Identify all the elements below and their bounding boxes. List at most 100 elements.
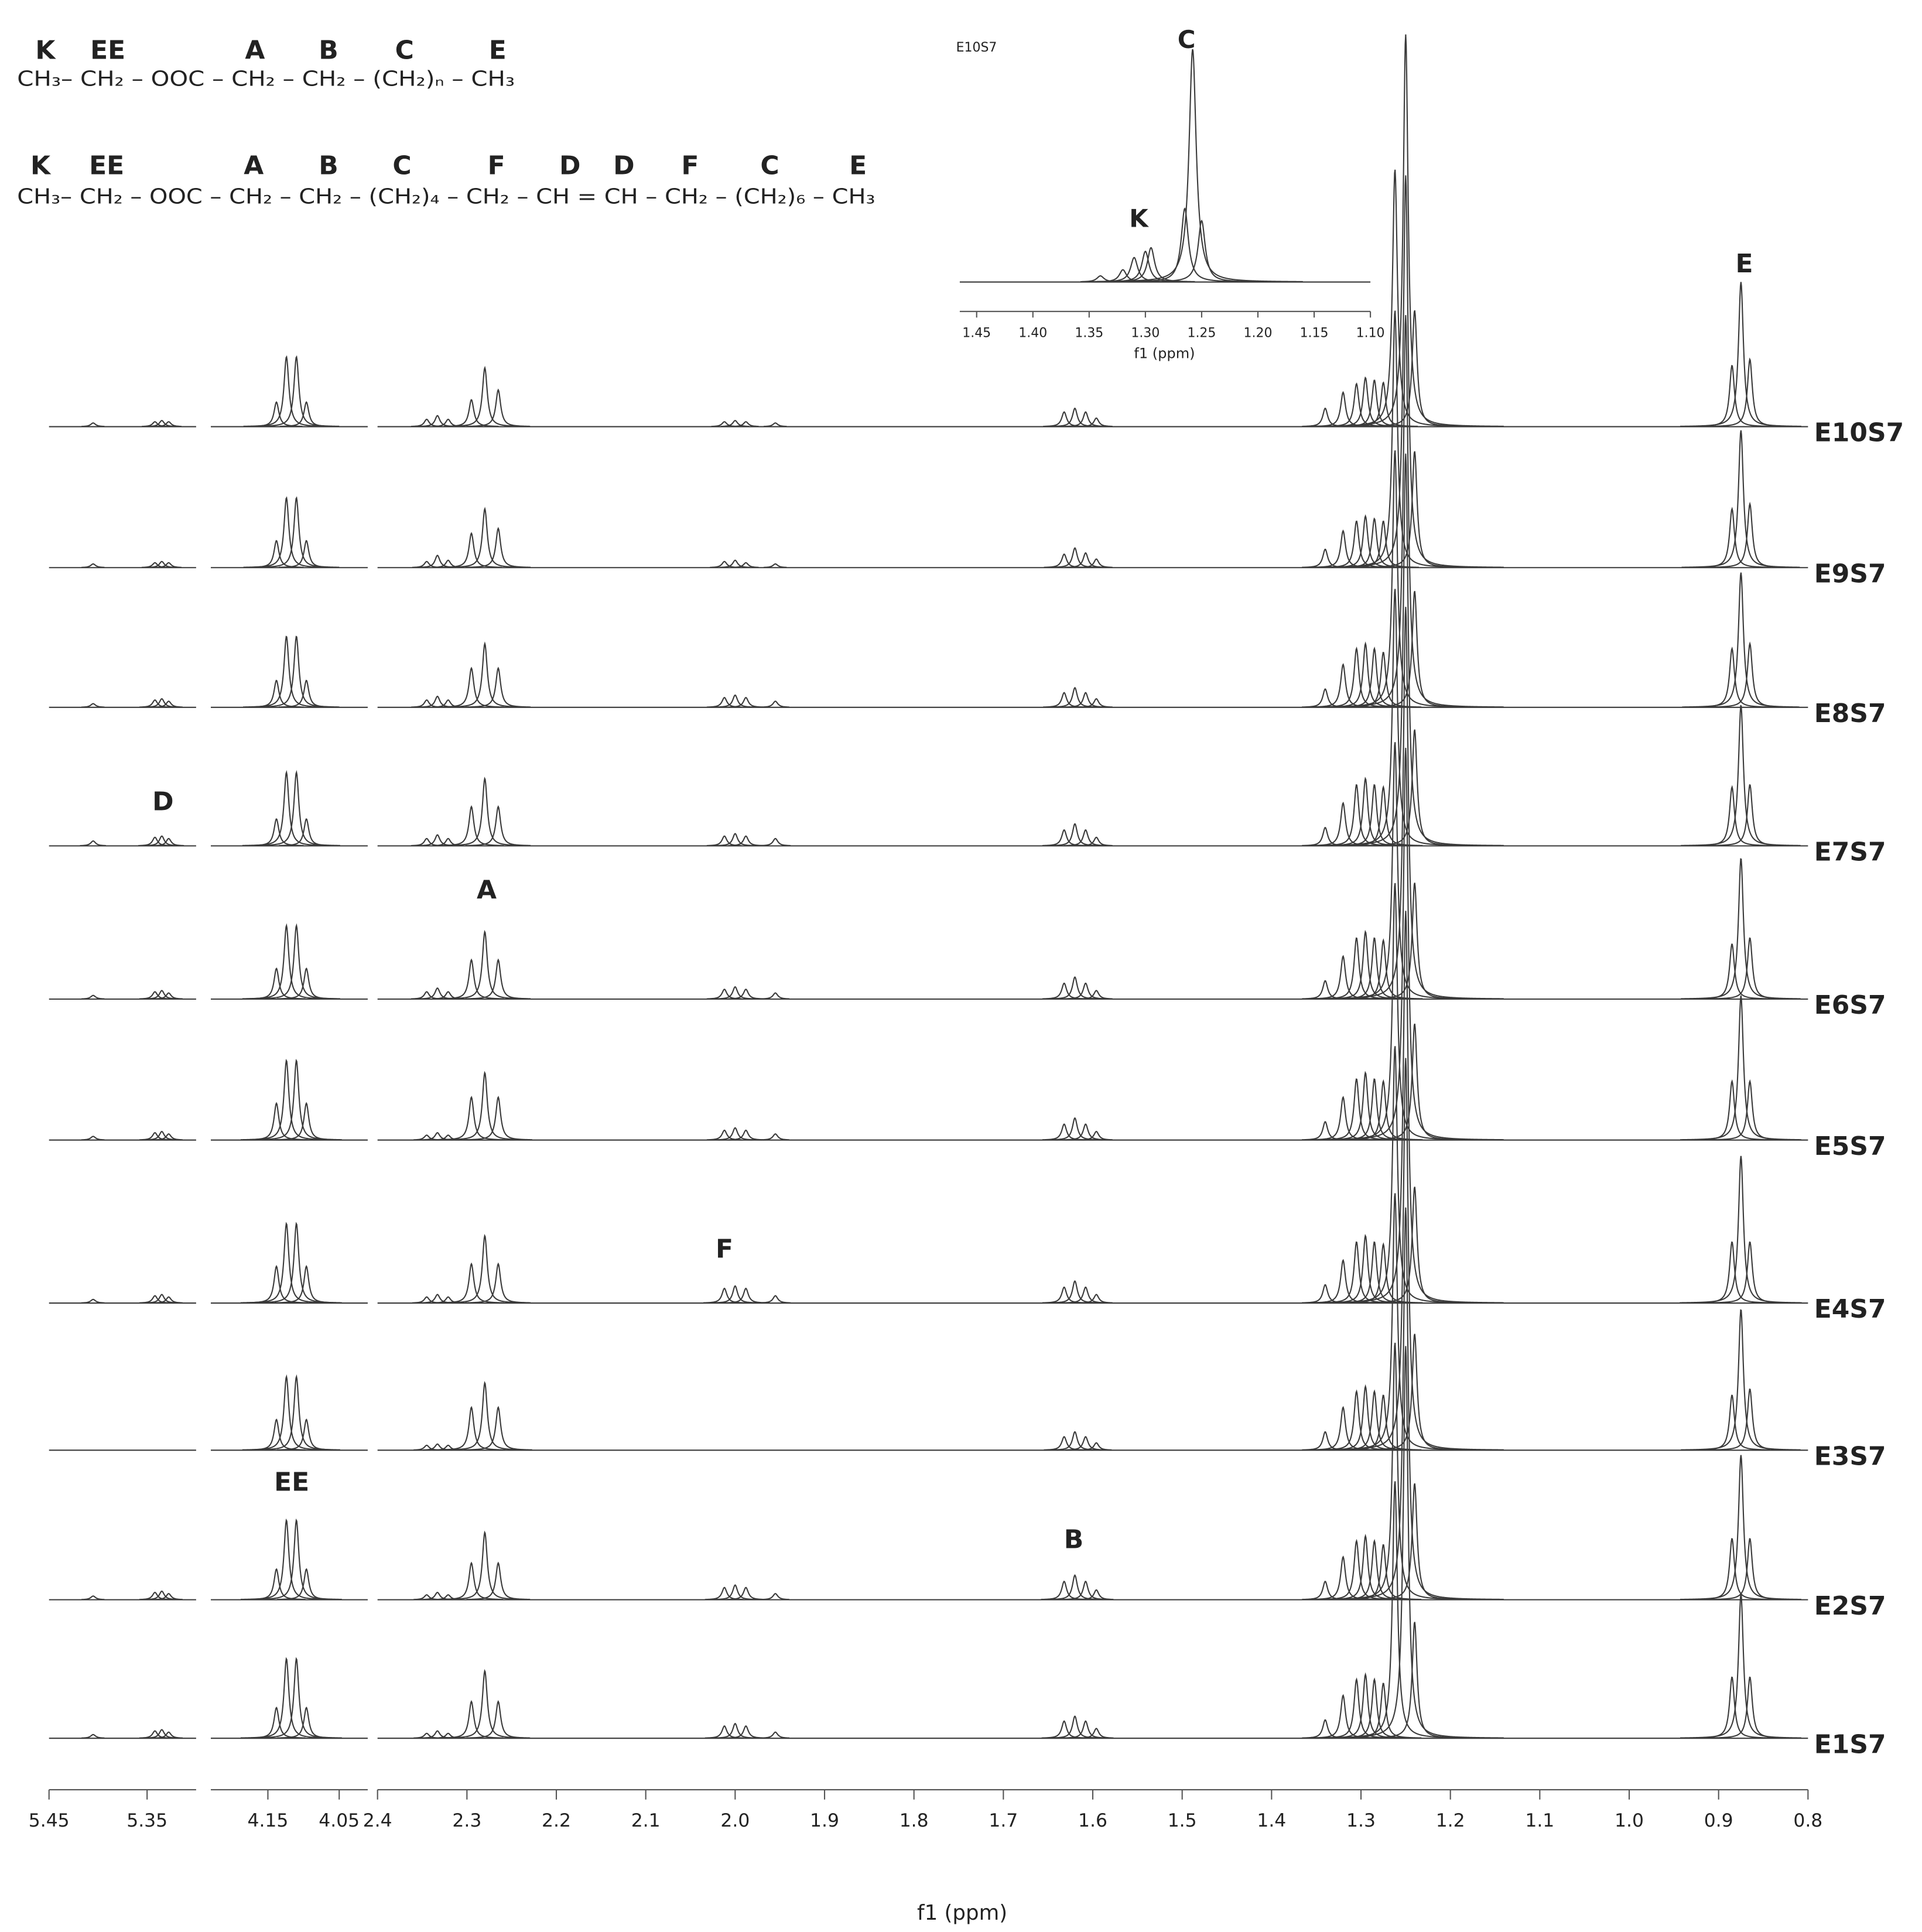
peak (1314, 1481, 1475, 1739)
peak (81, 1136, 105, 1141)
inset-title: E10S7 (956, 40, 997, 55)
peak (1323, 1233, 1408, 1304)
peak-label: F (716, 1235, 733, 1264)
series-label: E3S7 (1814, 1441, 1886, 1471)
peak (422, 1132, 453, 1141)
peak (706, 989, 742, 1000)
formula-label: A (244, 151, 264, 180)
peak (1307, 34, 1504, 427)
peak (1691, 365, 1772, 428)
series-label: E1S7 (1814, 1729, 1886, 1759)
peak (1323, 929, 1408, 1000)
peak (726, 1725, 765, 1739)
peak (145, 1590, 178, 1601)
peak (465, 805, 531, 846)
x-axis-label: f1 (ppm) (1134, 345, 1195, 361)
peak (1063, 982, 1107, 1000)
peak (154, 1593, 183, 1601)
x-tick-label: 1.15 (1300, 326, 1329, 341)
peak (1693, 1394, 1770, 1451)
peak (466, 1700, 531, 1739)
peak-label: K (1129, 204, 1149, 232)
peak (1680, 1155, 1802, 1304)
peak (716, 1127, 755, 1141)
peak (442, 1381, 527, 1451)
peak (81, 422, 105, 428)
peak (1360, 591, 1469, 708)
x-tick-label: 1.3 (1346, 1810, 1376, 1831)
peak (714, 1584, 756, 1601)
peak (1314, 589, 1475, 846)
x-tick-label: 1.0 (1615, 1810, 1644, 1831)
peak (1041, 1581, 1087, 1601)
peak (1360, 729, 1469, 846)
peak (760, 837, 791, 846)
peak (728, 696, 764, 708)
formula-label: K (35, 36, 56, 66)
peak (719, 559, 751, 568)
series-label: E2S7 (1814, 1591, 1886, 1621)
peak (1360, 1622, 1469, 1739)
x-tick-label: 2.2 (542, 1810, 571, 1831)
peak (1309, 955, 1377, 1000)
peak-label: E (1735, 249, 1753, 279)
peak (1360, 883, 1469, 1000)
x-tick-label: 2.1 (631, 1810, 661, 1831)
peak (1708, 501, 1791, 568)
formula-label: K (30, 151, 52, 180)
peak (712, 1285, 758, 1304)
peak (466, 388, 531, 428)
peak (465, 526, 531, 568)
series-label: E5S7 (1814, 1131, 1886, 1161)
peak (251, 1059, 342, 1141)
x-tick-label: 2.0 (720, 1810, 750, 1831)
peak (81, 1733, 105, 1739)
peak (442, 777, 527, 846)
peak (247, 1568, 306, 1601)
peak (1302, 1581, 1348, 1601)
peak (1064, 411, 1107, 428)
peak (154, 1296, 183, 1304)
formula-text: CH₃– CH₂ – OOC – CH₂ – CH₂ – (CH₂)ₙ – CH… (17, 67, 515, 91)
peak (728, 1129, 764, 1141)
peak (1360, 1186, 1469, 1304)
peak (1051, 686, 1099, 708)
peak (81, 703, 105, 708)
peak (1681, 430, 1800, 568)
peak (1042, 1287, 1086, 1304)
peak (1329, 376, 1402, 428)
formula-label: E (849, 151, 867, 180)
peak (1051, 1431, 1098, 1451)
peak (706, 835, 742, 846)
peak (1080, 1442, 1112, 1451)
peak (139, 1132, 170, 1141)
peak (1051, 408, 1098, 428)
peak (242, 770, 330, 846)
series-label: E4S7 (1814, 1294, 1886, 1324)
peak (154, 1731, 183, 1739)
peak (1079, 1130, 1113, 1141)
peak (1079, 698, 1113, 708)
peak (706, 1129, 742, 1141)
peak (1709, 1241, 1790, 1304)
peak (443, 641, 526, 708)
peak (761, 1133, 789, 1141)
formula-label: EE (89, 151, 124, 180)
peak (81, 563, 105, 568)
peak (761, 1731, 789, 1739)
peak (1360, 451, 1469, 568)
peak (1324, 641, 1407, 708)
peak (1680, 1594, 1801, 1739)
peak (733, 562, 759, 568)
series-label: E6S7 (1814, 990, 1886, 1020)
peak (1345, 1394, 1422, 1451)
peak (1063, 1287, 1107, 1304)
peak (1314, 1193, 1475, 1451)
peak (1307, 911, 1504, 1304)
peak (1103, 250, 1187, 283)
peak (1078, 1589, 1114, 1601)
peak (710, 560, 738, 568)
peak (464, 1096, 532, 1141)
peak (249, 401, 303, 428)
